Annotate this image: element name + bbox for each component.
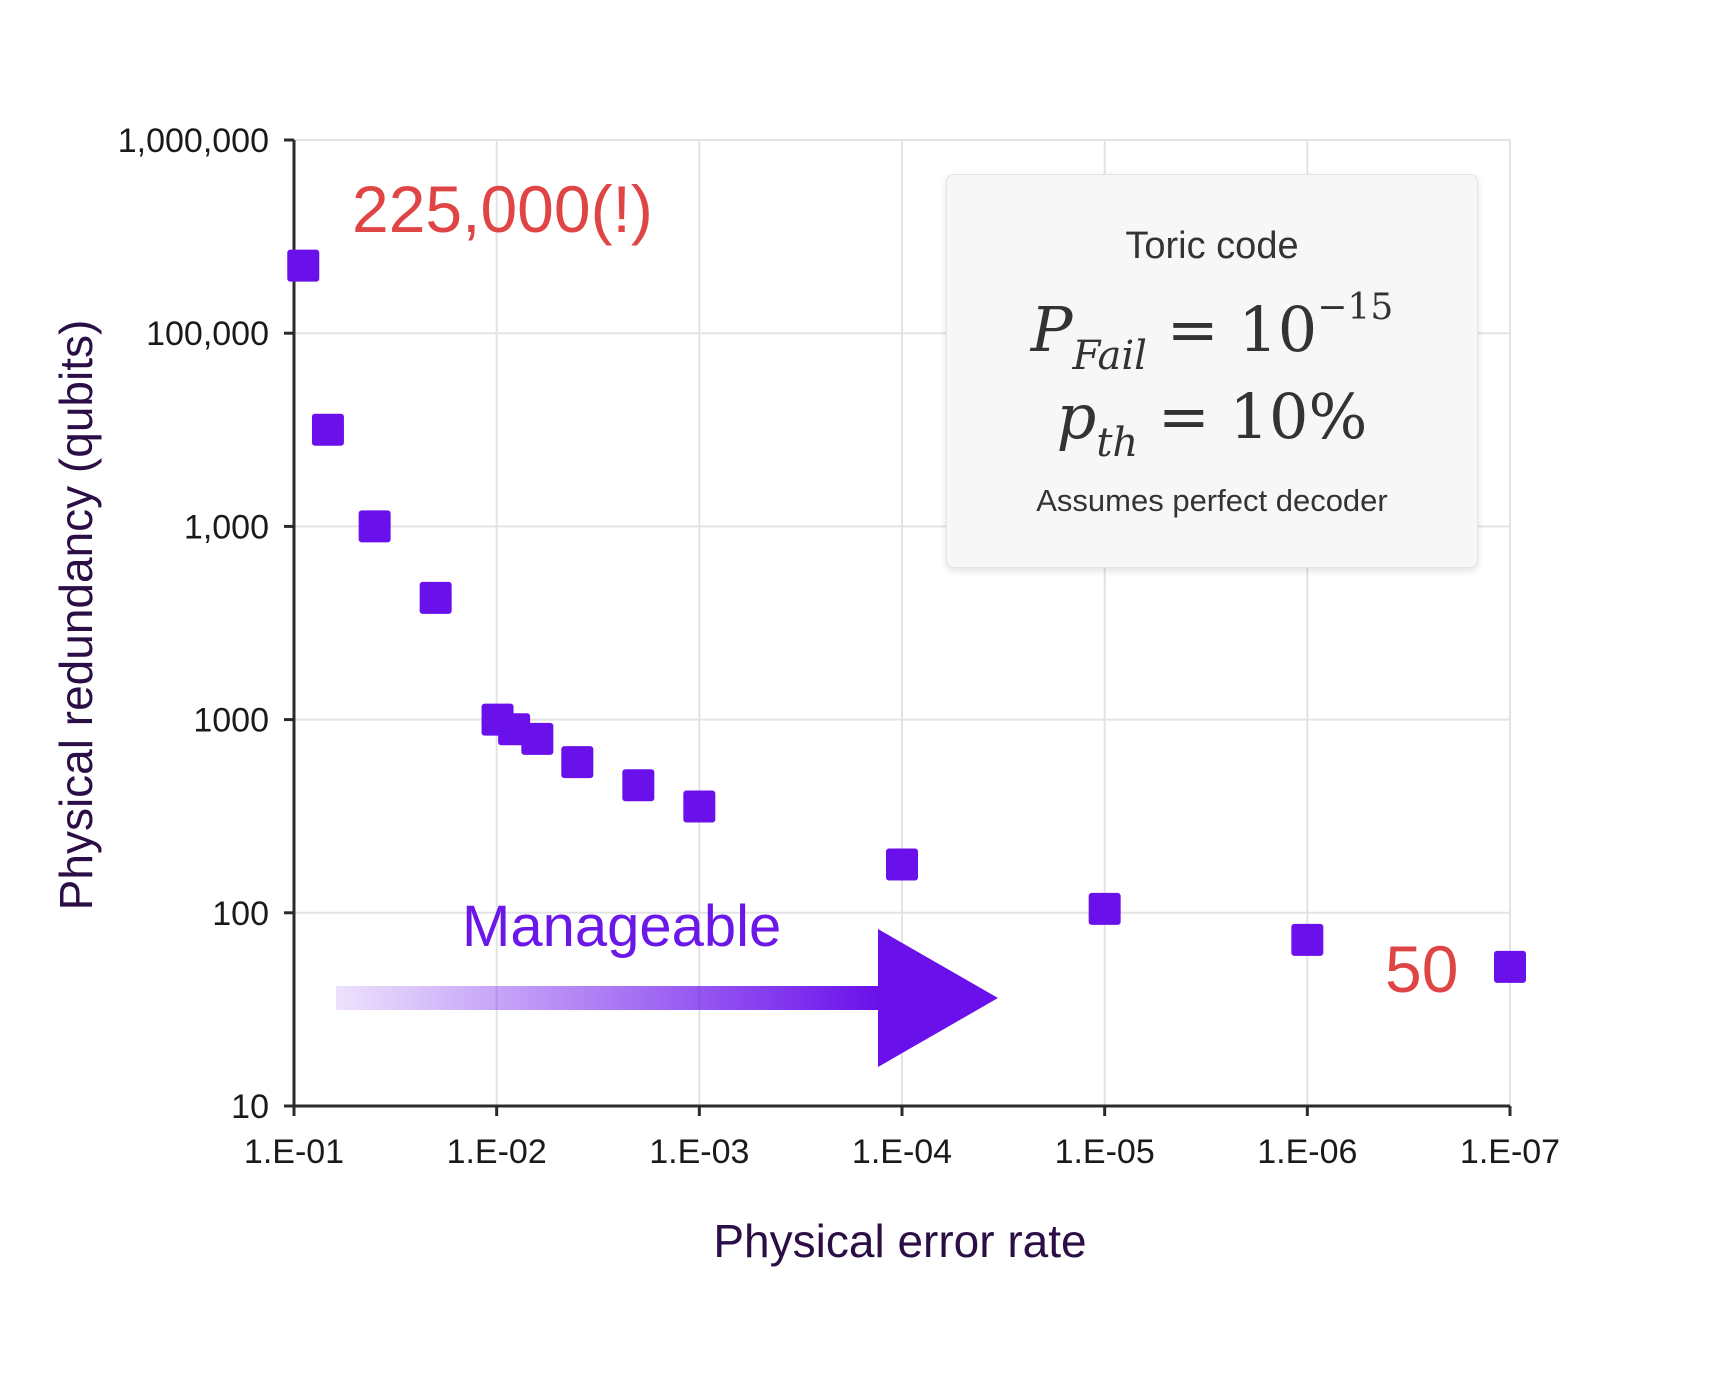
x-tick-label: 1.E-05 xyxy=(1055,1133,1155,1171)
pth-symbol: p xyxy=(1056,380,1097,453)
data-point xyxy=(1494,950,1526,983)
data-point xyxy=(561,746,594,779)
manageable-arrow xyxy=(336,929,998,1067)
y-tick-label: 1,000 xyxy=(184,508,269,546)
pfail-exponent: −15 xyxy=(1317,287,1394,328)
x-tick-label: 1.E-06 xyxy=(1257,1133,1357,1171)
y-axis-title: Physical redundancy (qubits) xyxy=(50,320,102,911)
x-tick-label: 1.E-07 xyxy=(1460,1133,1560,1171)
data-point xyxy=(287,249,320,282)
info-box-title: Toric code xyxy=(1125,225,1299,267)
x-axis-title: Physical error rate xyxy=(713,1215,1086,1267)
y-tick-label: 100,000 xyxy=(146,315,269,353)
y-tick-label: 1000 xyxy=(193,702,269,740)
pth-subscript: th xyxy=(1096,420,1139,466)
top-value-label: 225,000(!) xyxy=(352,172,653,246)
data-point xyxy=(886,848,918,881)
data-points xyxy=(287,249,1526,983)
info-box: Toric code PFail = 10−15 pth = 10% Assum… xyxy=(946,174,1478,568)
y-tick-label: 100 xyxy=(212,895,269,933)
info-box-note: Assumes perfect decoder xyxy=(1036,483,1388,518)
data-point xyxy=(419,581,452,614)
y-tick-label: 1,000,000 xyxy=(118,122,269,160)
pth-equation: pth = 10% xyxy=(947,380,1477,466)
x-tick-label: 1.E-01 xyxy=(244,1133,344,1171)
arrow-shaft xyxy=(336,986,880,1010)
data-point xyxy=(311,413,344,446)
x-tick-label: 1.E-02 xyxy=(447,1133,547,1171)
data-point xyxy=(622,769,655,802)
x-tick-labels: 1.E-01 1.E-02 1.E-03 1.E-04 1.E-05 1.E-06 1.E-… xyxy=(244,1133,1560,1171)
y-tick-label: 10 xyxy=(231,1088,269,1126)
data-point xyxy=(521,722,554,755)
pth-rhs: = 10% xyxy=(1157,380,1368,453)
y-tick-labels: 10 100 1000 1,000 100,000 1,000,000 xyxy=(118,122,269,1126)
data-point xyxy=(1291,923,1324,956)
pfail-symbol: P xyxy=(1030,293,1073,366)
end-value-label: 50 xyxy=(1385,932,1458,1006)
pfail-subscript: Fail xyxy=(1072,333,1147,379)
data-point xyxy=(1088,892,1121,925)
arrow-head xyxy=(878,929,998,1067)
pfail-rhs: = 10 xyxy=(1166,293,1318,366)
data-point xyxy=(358,510,391,543)
x-tick-label: 1.E-04 xyxy=(852,1133,952,1171)
pfail-equation: PFail = 10−15 xyxy=(947,287,1477,379)
manageable-label: Manageable xyxy=(462,894,781,959)
x-tick-label: 1.E-03 xyxy=(649,1133,749,1171)
data-point xyxy=(683,790,716,823)
ticks xyxy=(284,138,1512,1116)
